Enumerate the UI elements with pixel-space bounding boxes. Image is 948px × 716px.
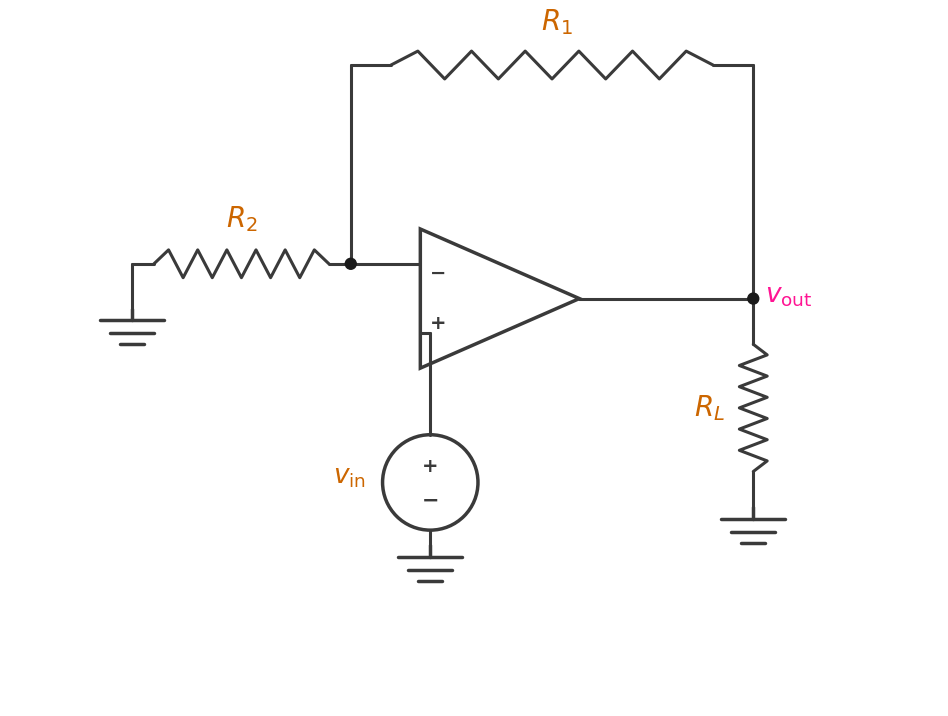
Text: −: − bbox=[430, 264, 447, 284]
Text: $v_{\mathrm{in}}$: $v_{\mathrm{in}}$ bbox=[333, 465, 366, 490]
Circle shape bbox=[345, 258, 356, 269]
Text: $R_L$: $R_L$ bbox=[695, 393, 725, 423]
Text: +: + bbox=[422, 457, 439, 476]
Text: +: + bbox=[430, 314, 447, 333]
Text: $R_2$: $R_2$ bbox=[226, 204, 257, 234]
Circle shape bbox=[748, 293, 758, 304]
Text: $v_{\mathrm{out}}$: $v_{\mathrm{out}}$ bbox=[765, 284, 812, 309]
Text: −: − bbox=[422, 490, 439, 511]
Text: $R_1$: $R_1$ bbox=[541, 7, 573, 37]
